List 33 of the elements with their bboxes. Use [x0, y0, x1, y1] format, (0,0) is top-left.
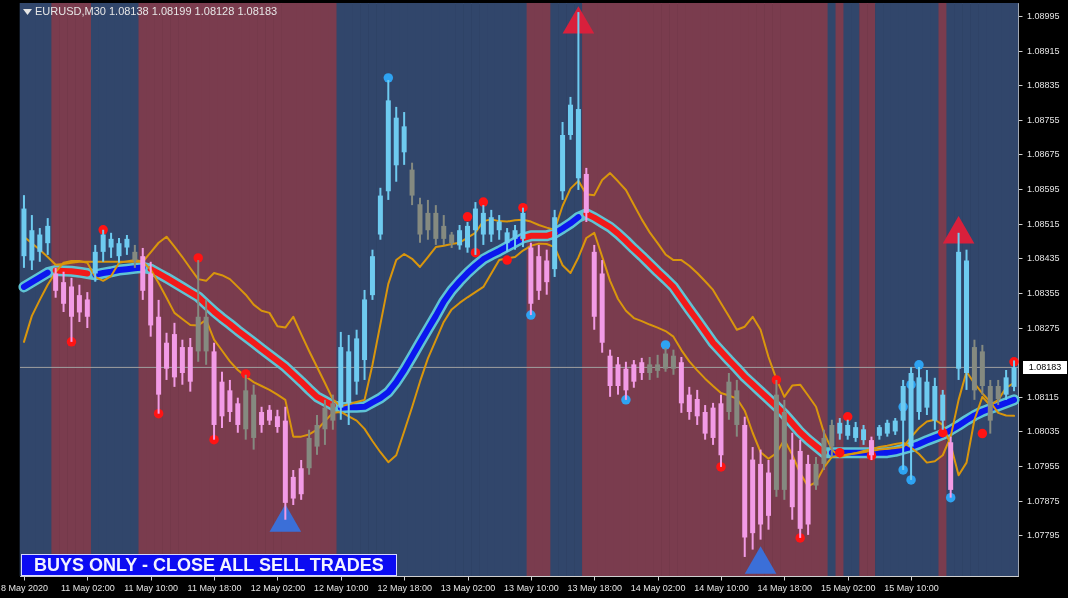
- x-tick-label: 14 May 10:00: [694, 582, 749, 593]
- y-tick-label: 1.08435: [1027, 253, 1060, 264]
- x-tick-label: 12 May 02:00: [250, 582, 306, 593]
- x-tick-label: 12 May 10:00: [314, 582, 369, 593]
- x-tick-label: 12 May 18:00: [377, 582, 432, 593]
- y-tick-label: 1.07795: [1027, 530, 1060, 541]
- x-tick-label: 11 May 18:00: [187, 582, 242, 593]
- y-tick-label: 1.08755: [1027, 114, 1060, 125]
- y-tick-label: 1.08995: [1027, 10, 1060, 21]
- y-tick-label: 1.08595: [1027, 184, 1060, 195]
- x-tick-label: 13 May 02:00: [440, 582, 496, 593]
- x-tick-label: 14 May 18:00: [757, 582, 813, 593]
- x-tick-label: 14 May 02:00: [630, 582, 686, 593]
- x-tick-label: 15 May 02:00: [820, 582, 876, 593]
- y-tick-label: 1.07875: [1027, 495, 1060, 506]
- x-tick-label: 8 May 2020: [0, 582, 48, 593]
- chart-title: EURUSD,M30 1.08138 1.08199 1.08128 1.08183: [35, 5, 278, 18]
- x-tick-label: 11 May 02:00: [60, 582, 115, 593]
- x-tick-label: 15 May 10:00: [884, 582, 939, 593]
- annotation: BUYS ONLY - CLOSE ALL SELL TRADES: [21, 554, 397, 576]
- y-tick-label: 1.07955: [1027, 461, 1060, 472]
- ref-line-label: 1.08183: [1028, 362, 1062, 373]
- y-tick-label: 1.08115: [1027, 391, 1059, 402]
- y-tick-label: 1.08355: [1027, 287, 1060, 298]
- y-tick-label: 1.08835: [1027, 80, 1060, 91]
- y-tick-label: 1.08035: [1027, 426, 1060, 437]
- y-tick-label: 1.08515: [1027, 218, 1060, 229]
- y-tick-label: 1.08675: [1027, 149, 1060, 160]
- x-tick-label: 11 May 10:00: [124, 582, 179, 593]
- y-tick-label: 1.08915: [1027, 45, 1060, 56]
- x-tick-label: 13 May 18:00: [567, 582, 623, 593]
- x-tick-label: 13 May 10:00: [504, 582, 559, 593]
- y-tick-label: 1.08275: [1027, 322, 1060, 333]
